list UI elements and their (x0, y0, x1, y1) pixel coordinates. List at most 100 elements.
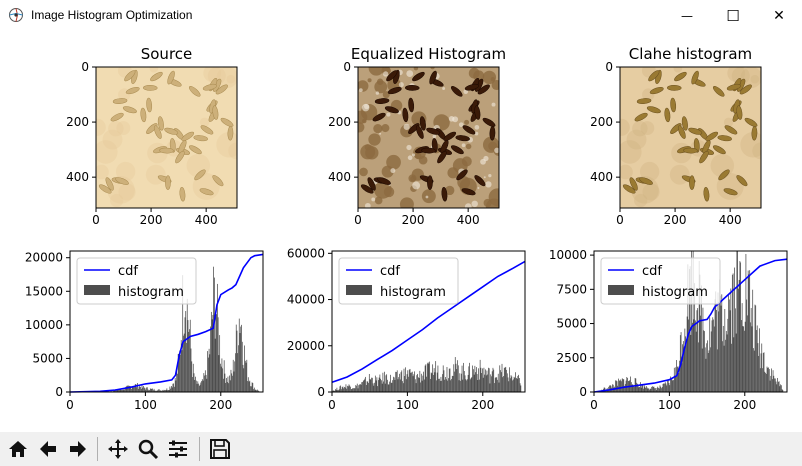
histogram-bar (720, 305, 722, 392)
histogram-bar (673, 367, 675, 392)
histogram-bar (424, 365, 426, 392)
x-tick-label: 400 (457, 213, 480, 227)
rice-grain (164, 127, 179, 135)
histogram-bar (661, 388, 662, 392)
histogram-bar (165, 389, 167, 392)
histogram-bar (503, 376, 504, 392)
minimize-button[interactable]: — (664, 0, 710, 31)
histogram-bar (255, 389, 257, 392)
histogram-bar (214, 338, 216, 392)
histogram-bar (684, 328, 686, 392)
histogram-bar (459, 373, 461, 392)
image-texture (216, 67, 237, 89)
histogram-bar (445, 377, 446, 392)
rice-grain (455, 135, 470, 142)
forward-button[interactable] (64, 434, 92, 464)
histogram-bar (741, 303, 743, 392)
histogram-bar (654, 388, 656, 392)
image-frame (357, 66, 500, 209)
histogram-bar (125, 387, 126, 392)
rice-grain (489, 125, 496, 141)
histogram-bar (474, 365, 476, 392)
histogram-bar (691, 251, 693, 392)
home-button[interactable] (4, 434, 32, 464)
close-button[interactable]: ✕ (756, 0, 802, 31)
back-button[interactable] (34, 434, 62, 464)
histogram-bar (164, 390, 166, 392)
histogram-bar (507, 377, 509, 392)
histogram-bar (236, 330, 238, 392)
rice-grain (736, 175, 748, 187)
histogram-bar (618, 378, 619, 392)
histogram-bar (195, 380, 197, 392)
image-texture (382, 71, 389, 77)
histogram-bar (177, 353, 179, 392)
histogram-bar (364, 378, 366, 392)
histogram-bar (201, 379, 203, 392)
histogram-bar (420, 373, 422, 392)
histogram-bar (226, 382, 228, 392)
histogram-bar (379, 374, 381, 392)
histogram-bar (716, 309, 717, 392)
histogram-bar (186, 298, 188, 392)
app-icon (9, 8, 23, 22)
histogram-bar (209, 354, 211, 392)
histogram-bar (753, 348, 754, 392)
histogram-bar (396, 370, 398, 392)
x-tick-label: 0 (328, 398, 336, 412)
histogram-bar (159, 390, 161, 392)
histogram-bar (655, 389, 657, 392)
histogram-bar (685, 342, 687, 392)
histogram-bar (436, 372, 438, 392)
image-texture (464, 119, 470, 125)
histogram-bar (147, 389, 149, 392)
zoom-button[interactable] (134, 434, 162, 464)
histogram-bar (368, 373, 370, 392)
histogram-bar (492, 367, 494, 392)
x-tick-label: 0 (92, 213, 100, 227)
image-content (96, 67, 237, 208)
histogram-bar (183, 335, 184, 392)
histogram-bar (200, 382, 202, 392)
equalized-histogram-axes: 0 100 200 0 20000 40000 60000 cdf histogram (287, 246, 526, 412)
histogram-bar (122, 388, 124, 392)
histogram-bar (771, 368, 772, 392)
rice-grain (212, 175, 224, 187)
histogram-bar (721, 294, 723, 392)
image-content (358, 67, 499, 208)
histogram-bar (734, 267, 735, 392)
pan-button[interactable] (104, 434, 132, 464)
histogram-bar (656, 387, 658, 392)
maximize-button[interactable]: ☐ (710, 0, 756, 31)
histogram-bar (464, 375, 466, 392)
image-texture (358, 88, 363, 93)
save-button[interactable] (206, 434, 234, 464)
histogram-bar (619, 380, 621, 392)
image-texture (673, 67, 683, 73)
image-texture (430, 67, 435, 70)
histogram-bar (186, 342, 187, 392)
source-histogram-axes: 0 100 200 0 5000 10000 15000 20000 cdf histogram (25, 250, 264, 412)
histogram-bar (497, 373, 499, 392)
navigation-toolbar (0, 432, 802, 466)
rice-grain (744, 117, 758, 127)
histogram-bar (352, 388, 354, 392)
configure-subplots-button[interactable] (164, 434, 192, 464)
histogram-bar (228, 383, 230, 392)
histogram-bar (616, 381, 618, 392)
image-texture (381, 124, 390, 133)
histogram-bar (180, 354, 181, 392)
x-tick-label: 0 (354, 213, 362, 227)
histogram-bar (210, 311, 212, 392)
histogram-bar (648, 388, 650, 392)
histogram-bar (454, 371, 455, 392)
histogram-bar (204, 370, 206, 392)
rice-grain (415, 125, 424, 139)
image-texture (358, 122, 365, 133)
histogram-bar (338, 390, 339, 392)
histogram-bar (336, 387, 338, 392)
histogram-bar (141, 384, 143, 392)
y-tick-label: 5000 (32, 351, 63, 365)
clahe-histogram-axes: 0 100 200 0 2500 5000 7500 10000 cdf histogram (549, 248, 788, 412)
